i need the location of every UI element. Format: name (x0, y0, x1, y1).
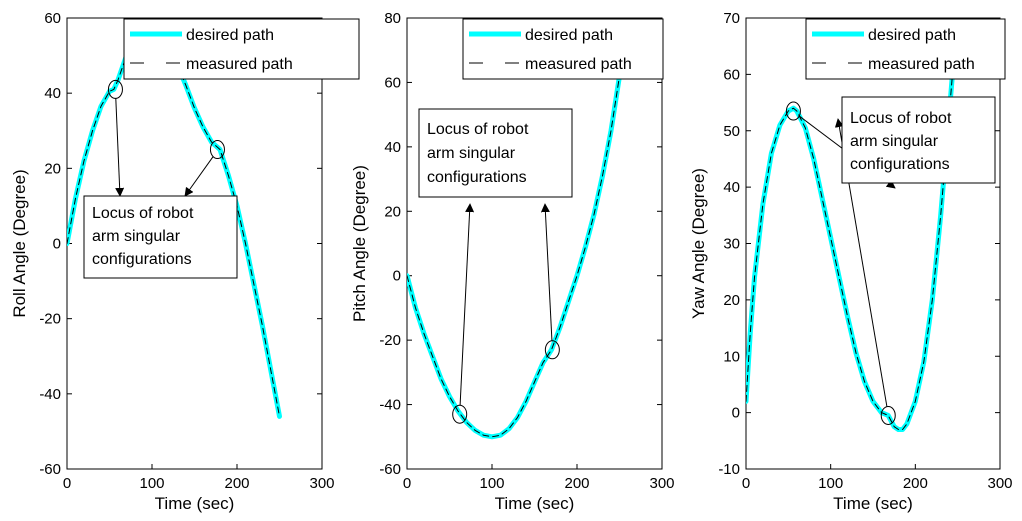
y-tick-label: -60 (379, 461, 401, 478)
legend-box (123, 18, 360, 80)
x-tick-label: 100 (818, 475, 843, 492)
annotation-text-line: configurations (850, 156, 950, 173)
annotation-arrow (459, 203, 475, 406)
x-tick-label: 300 (309, 475, 334, 492)
legend-box (805, 18, 1006, 80)
annotation-text-line: Locus of robot (850, 110, 952, 127)
x-axis-title: Time (sec) (833, 494, 913, 513)
y-tick-label: 60 (723, 66, 740, 83)
annotation-text-line: configurations (427, 169, 527, 186)
singular-configuration-marker (107, 79, 123, 99)
y-tick-label: 70 (723, 10, 740, 27)
x-tick-label: 0 (63, 475, 71, 492)
annotation-text-line: configurations (92, 251, 192, 268)
y-tick-label: 20 (44, 160, 61, 177)
y-axis-title: Roll Angle (Degree) (10, 169, 29, 317)
annotation-text-line: Locus of robot (92, 205, 194, 222)
y-tick-label: -10 (718, 461, 740, 478)
y-tick-label: 0 (53, 236, 61, 253)
y-tick-label: 60 (384, 74, 401, 91)
annotation-arrow (184, 156, 214, 197)
x-tick-label: 0 (742, 475, 750, 492)
annotation-box (83, 195, 238, 279)
singular-configuration-marker (209, 140, 225, 160)
y-tick-label: -20 (379, 332, 401, 349)
y-axis-title: Yaw Angle (Degree) (689, 168, 708, 319)
singular-configuration-marker (785, 101, 801, 121)
y-tick-label: 30 (723, 236, 740, 253)
annotation-arrow (115, 98, 125, 197)
x-tick-label: 0 (403, 475, 411, 492)
legend-label-measured: measured path (525, 56, 632, 73)
singular-configuration-marker (452, 404, 468, 424)
x-axis-title: Time (sec) (155, 494, 235, 513)
annotation-arrow (540, 203, 553, 341)
singular-configuration-marker (544, 340, 560, 360)
y-tick-label: 40 (723, 179, 740, 196)
annotation-text-line: arm singular (427, 145, 516, 162)
y-tick-label: 0 (393, 268, 401, 285)
measured-path-line (407, 75, 620, 438)
annotation-box (841, 96, 996, 184)
annotation-text-line: arm singular (850, 133, 939, 150)
annotation-text-line: Locus of robot (427, 121, 529, 138)
singular-configuration-marker (880, 405, 896, 425)
annotation-box (418, 108, 573, 198)
legend-label-desired: desired path (868, 27, 956, 44)
x-axis-title: Time (sec) (495, 494, 575, 513)
y-tick-label: 20 (723, 292, 740, 309)
chart-panel-1: 0 100 200 300 -60 -40 -20 0 20 40 60 Time (sec) Roll… (10, 10, 360, 513)
legend-box (462, 18, 664, 80)
legend-label-measured: measured path (868, 56, 975, 73)
y-tick-label: -20 (39, 311, 61, 328)
legend-label-measured: measured path (186, 56, 293, 73)
y-tick-label: 40 (384, 139, 401, 156)
x-tick-label: 200 (224, 475, 249, 492)
y-tick-label: 80 (384, 10, 401, 27)
plot-area (406, 17, 663, 470)
y-tick-label: 20 (384, 203, 401, 220)
annotation-text-line: arm singular (92, 228, 181, 245)
x-tick-label: 200 (564, 475, 589, 492)
chart-panel-2: 0 100 200 300 -60 -40 -20 0 20 40 60 80 Time (sec) Pi… (350, 10, 675, 513)
y-tick-label: -40 (39, 386, 61, 403)
y-tick-label: 60 (44, 10, 61, 27)
measured-path-line (746, 62, 954, 430)
y-axis-title: Pitch Angle (Degree) (350, 165, 369, 322)
x-tick-label: 300 (649, 475, 674, 492)
legend-label-desired: desired path (525, 27, 613, 44)
x-tick-label: 100 (139, 475, 164, 492)
x-tick-label: 100 (479, 475, 504, 492)
y-tick-label: 50 (723, 123, 740, 140)
y-tick-label: -60 (39, 461, 61, 478)
x-tick-label: 300 (987, 475, 1012, 492)
x-tick-label: 200 (903, 475, 928, 492)
y-tick-label: 0 (732, 405, 740, 422)
y-tick-label: -40 (379, 397, 401, 414)
legend-label-desired: desired path (186, 27, 274, 44)
y-tick-label: 10 (723, 348, 740, 365)
y-tick-label: 40 (44, 85, 61, 102)
